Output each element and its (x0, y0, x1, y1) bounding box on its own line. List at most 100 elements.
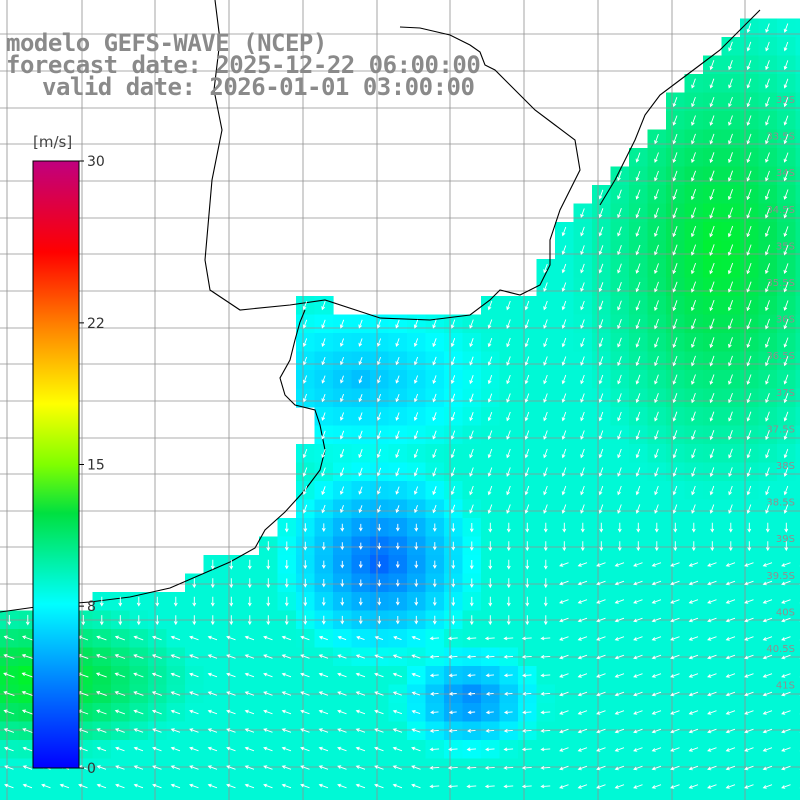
wind-arrow (450, 393, 456, 403)
wind-arrow (281, 635, 292, 641)
wind-cell (795, 462, 800, 482)
wind-arrow (577, 654, 588, 660)
wind-arrow (580, 263, 585, 274)
wind-arrow (467, 710, 476, 715)
wind-arrow (524, 337, 530, 348)
wind-arrow (244, 672, 255, 678)
wind-arrow (746, 170, 752, 182)
wind-arrow (318, 728, 329, 733)
wind-arrow (321, 597, 326, 607)
wind-arrow (133, 654, 144, 659)
wind-arrow (302, 319, 308, 329)
wind-arrow (358, 486, 363, 495)
wind-arrow (744, 580, 754, 586)
wind-arrow (114, 709, 126, 715)
wind-arrow (651, 654, 662, 660)
wind-arrow (524, 485, 530, 496)
wind-arrow (635, 189, 641, 200)
wind-arrow (339, 449, 345, 459)
wind-arrow (376, 486, 382, 495)
wind-arrow (633, 636, 643, 641)
wind-arrow (707, 599, 717, 604)
wind-arrow (524, 319, 530, 329)
wind-arrow (337, 672, 347, 678)
wind-cell (370, 795, 390, 800)
coastline-east (599, 9, 761, 206)
wind-arrow (300, 672, 310, 678)
latitude-labels: 33S 33.5S 34S 34.5S 35S 35.5S 36S 36.5S 37S 37.5S… (766, 95, 795, 692)
wind-arrow (429, 673, 439, 678)
wind-arrow (432, 467, 437, 477)
wind-arrow (503, 655, 514, 659)
wind-arrow (746, 467, 752, 477)
wind-arrow (376, 338, 382, 347)
wind-arrow (617, 319, 622, 330)
wind-arrow (728, 541, 733, 552)
wind-arrow (522, 729, 532, 733)
wind-arrow (670, 765, 680, 771)
wind-arrow (744, 691, 754, 697)
wind-arrow (617, 300, 622, 311)
wind-arrow (540, 729, 551, 733)
wind-arrow (207, 691, 218, 696)
wind-arrow (765, 226, 771, 238)
wind-arrow (691, 78, 696, 89)
wind-arrow (337, 728, 347, 733)
wind-arrow (488, 578, 493, 589)
wind-arrow (672, 152, 678, 163)
coastline-south (0, 309, 326, 613)
wind-arrow (762, 673, 773, 678)
wind-arrow (321, 375, 326, 384)
wind-arrow (429, 747, 440, 752)
wind-arrow (635, 207, 641, 219)
wind-arrow (746, 23, 752, 33)
wind-arrow (762, 784, 773, 789)
wind-arrow (244, 709, 255, 715)
wind-cell (296, 795, 316, 800)
wind-cell (795, 166, 800, 186)
wind-arrow (654, 207, 659, 219)
wind-arrow (321, 467, 326, 477)
wind-arrow (673, 541, 678, 552)
wind-arrow (133, 728, 144, 733)
wind-arrow (133, 709, 144, 715)
wind-cell (444, 795, 464, 800)
wind-arrow (503, 636, 514, 641)
wind-arrow (281, 691, 292, 696)
wind-arrow (114, 672, 126, 678)
wind-arrow (189, 783, 199, 789)
wind-arrow (189, 746, 199, 752)
wind-arrow (207, 635, 218, 641)
wind-arrow (672, 281, 678, 293)
wind-arrow (170, 654, 181, 659)
wind-arrow (577, 599, 588, 604)
wind-arrow (598, 485, 604, 496)
colorbar-tick-label: 22 (87, 316, 105, 332)
wind-arrow (133, 783, 144, 789)
wind-cell (795, 277, 800, 297)
wind-arrow (614, 691, 625, 697)
wind-arrow (432, 375, 437, 384)
wind-arrow (450, 338, 456, 348)
wind-arrow (173, 596, 178, 607)
wind-arrow (580, 337, 585, 348)
wind-arrow (543, 559, 548, 570)
wind-arrow (22, 635, 33, 641)
wind-arrow (395, 356, 400, 366)
wind-arrow (728, 60, 733, 71)
wind-arrow (577, 580, 588, 586)
wind-arrow (651, 617, 662, 623)
wind-arrow (783, 41, 789, 52)
wind-arrow (95, 672, 107, 678)
wind-arrow (432, 579, 437, 588)
wind-arrow (226, 672, 236, 678)
wind-arrow (672, 485, 678, 496)
wind-arrow (654, 152, 659, 163)
wind-arrow (654, 504, 659, 514)
wind-arrow (170, 728, 181, 733)
wind-arrow (337, 635, 347, 641)
wind-arrow (598, 448, 604, 459)
wind-arrow (281, 765, 292, 770)
wind-arrow (340, 542, 345, 551)
